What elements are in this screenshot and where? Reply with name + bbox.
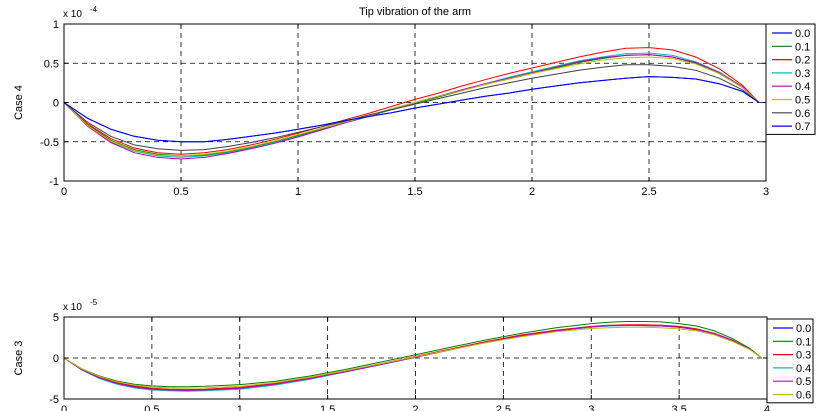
- plot1-y-scale-exponent: -4: [90, 5, 98, 14]
- plot2-legend-label-0.0: 0.0: [796, 323, 811, 335]
- plot1-ytick-label: 0.5: [44, 58, 59, 70]
- plot1-legend-label-0.0: 0.0: [795, 28, 810, 40]
- plot1-legend-label-0.3: 0.3: [795, 68, 810, 80]
- plot2-xtick-label: 0.5: [144, 404, 159, 411]
- plot2-xtick-label: 0: [61, 404, 67, 411]
- plot1-title: Tip vibration of the arm: [359, 6, 471, 18]
- plot2-legend-label-0.6: 0.6: [796, 390, 811, 402]
- plot2-ytick-label: 5: [53, 312, 59, 324]
- plot1-ytick-label: 0: [53, 98, 59, 110]
- plot2-xtick-label: 3: [588, 404, 594, 411]
- plot1-group: 0 0.5 1 1.5 2 2.5 3 -1 -0.5 0 0.5 1 x 10 -4 Case 4 Tip …: [13, 5, 816, 198]
- plot2-legend-label-0.1: 0.1: [796, 336, 811, 348]
- plot1-ytick-label: -1: [49, 176, 59, 188]
- plot2-y-scale-exponent: -5: [90, 298, 98, 307]
- plot1-legend-box: [765, 23, 816, 135]
- plot2-series-0.1-line: [63, 321, 763, 388]
- plot2-legend-label-0.5: 0.5: [796, 376, 811, 388]
- plot2-ytick-label: -5: [49, 394, 59, 406]
- plot1-xtick-label: 0: [61, 186, 67, 198]
- plot2-y-scale-label: x 10: [63, 302, 82, 313]
- plot1-y-scale-label: x 10: [63, 9, 82, 20]
- plot2-series-0.6-line: [63, 326, 762, 389]
- plot1-series-0.7-line: [63, 76, 760, 143]
- plot1-xtick-label: 1: [295, 186, 301, 198]
- plot1-xtick-label: 2.5: [641, 186, 656, 198]
- plot1-xtick-label: 2: [529, 186, 535, 198]
- plot1-legend-label-0.7: 0.7: [795, 121, 810, 133]
- plot1-xtick-label: 1.5: [407, 186, 422, 198]
- plot1-legend-label-0.6: 0.6: [795, 108, 810, 120]
- plot2-xtick-label: 2.5: [496, 404, 511, 411]
- plot1-series-0.5-line: [63, 56, 760, 157]
- plot2-xtick-label: 2: [412, 404, 418, 411]
- plot1-legend-label-0.4: 0.4: [795, 81, 810, 93]
- plot2-xtick-label: 1: [237, 404, 243, 411]
- plot1-series-0.2-line: [63, 47, 760, 155]
- plot2-xtick-label: 1.5: [320, 404, 335, 411]
- plot2-ylabel: Case 3: [13, 341, 25, 376]
- plot1-ytick-label: 1: [53, 19, 59, 31]
- plot2-ytick-label: 0: [53, 353, 59, 365]
- plot1-series-0.6-line: [63, 64, 760, 151]
- plot1-xtick-label: 0.5: [173, 186, 188, 198]
- plot1-ytick-label: -0.5: [40, 137, 59, 149]
- plot2-xtick-label: 4: [764, 404, 770, 411]
- plot2-legend-box: [766, 318, 814, 404]
- plot2-xtick-label: 3.5: [671, 404, 686, 411]
- plot1-xtick-label: 3: [763, 186, 769, 198]
- plot1-legend-label-0.2: 0.2: [795, 55, 810, 67]
- plot2-legend-label-0.4: 0.4: [796, 363, 811, 375]
- plot1-legend-label-0.5: 0.5: [795, 95, 810, 107]
- plot1-legend-label-0.1: 0.1: [795, 41, 810, 53]
- plot1-ylabel: Case 4: [13, 85, 25, 120]
- plot2-legend-label-0.3: 0.3: [796, 350, 811, 362]
